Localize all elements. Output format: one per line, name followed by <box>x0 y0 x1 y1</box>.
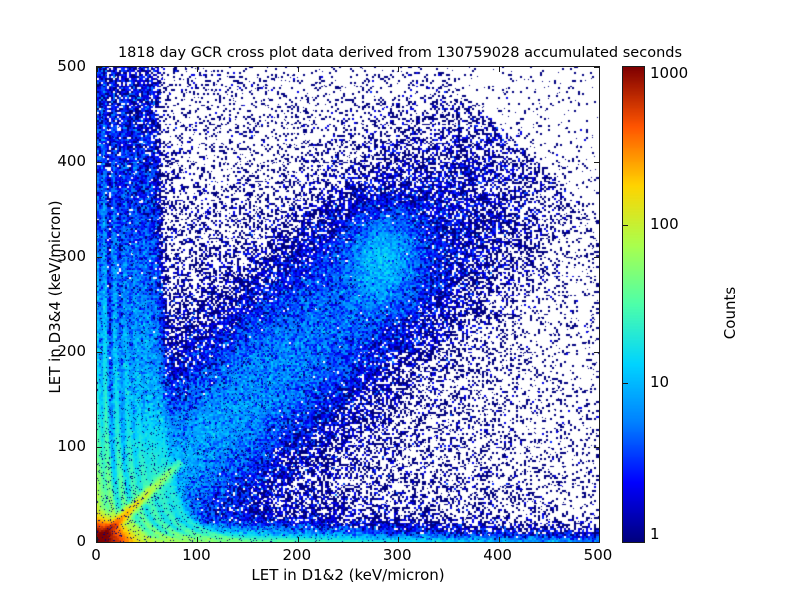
y-tick-mark <box>594 257 599 258</box>
x-tick-label: 400 <box>483 546 512 564</box>
y-tick-label: 500 <box>57 57 86 75</box>
y-tick-label: 300 <box>57 247 86 265</box>
x-tick-mark <box>97 67 98 72</box>
x-tick-label: 0 <box>91 546 101 564</box>
colorbar-tick-label: 1 <box>650 525 660 543</box>
y-tick-label: 0 <box>76 532 86 550</box>
x-tick-mark <box>297 537 299 542</box>
y-tick-mark <box>594 447 599 448</box>
y-tick-mark <box>594 67 599 68</box>
colorbar-label: Counts <box>721 286 739 340</box>
colorbar-tick-mark <box>623 225 628 226</box>
y-tick-label: 100 <box>57 437 86 455</box>
x-tick-label: 200 <box>282 546 312 564</box>
x-tick-mark <box>498 67 500 72</box>
x-tick-label: 300 <box>382 546 412 564</box>
x-tick-mark <box>398 67 400 72</box>
y-tick-mark <box>97 67 102 68</box>
x-tick-mark <box>599 67 600 72</box>
heatmap-scatter-canvas <box>97 67 599 542</box>
y-tick-label: 200 <box>57 342 86 360</box>
x-tick-label: 500 <box>583 546 613 564</box>
colorbar-tick-mark <box>623 383 628 384</box>
x-tick-mark <box>599 537 600 542</box>
x-axis-label: LET in D1&2 (keV/micron) <box>251 566 445 584</box>
colorbar-tick-label: 10 <box>650 373 670 391</box>
x-tick-label: 100 <box>182 546 211 564</box>
plot-area <box>96 66 600 543</box>
y-tick-mark <box>594 542 599 543</box>
y-tick-mark <box>97 257 102 258</box>
x-tick-mark <box>398 537 400 542</box>
title-line-1: 1818 day GCR cross plot data derived fro… <box>117 45 683 61</box>
x-tick-mark <box>197 537 199 542</box>
x-tick-mark <box>297 67 299 72</box>
colorbar <box>622 66 645 543</box>
x-tick-mark <box>498 537 500 542</box>
y-tick-mark <box>594 162 599 163</box>
y-tick-mark <box>594 352 599 353</box>
x-tick-mark <box>197 67 199 72</box>
y-tick-mark <box>97 447 102 448</box>
colorbar-gradient <box>623 67 644 542</box>
x-tick-mark <box>97 537 98 542</box>
y-axis-label: LET in D3&4 (keV/micron) <box>46 200 64 394</box>
colorbar-tick-label: 1000 <box>650 64 689 82</box>
colorbar-tick-label: 100 <box>650 215 679 233</box>
y-tick-mark <box>97 352 102 353</box>
y-tick-mark <box>97 162 102 163</box>
y-tick-mark <box>97 542 102 543</box>
y-tick-label: 400 <box>57 152 86 170</box>
